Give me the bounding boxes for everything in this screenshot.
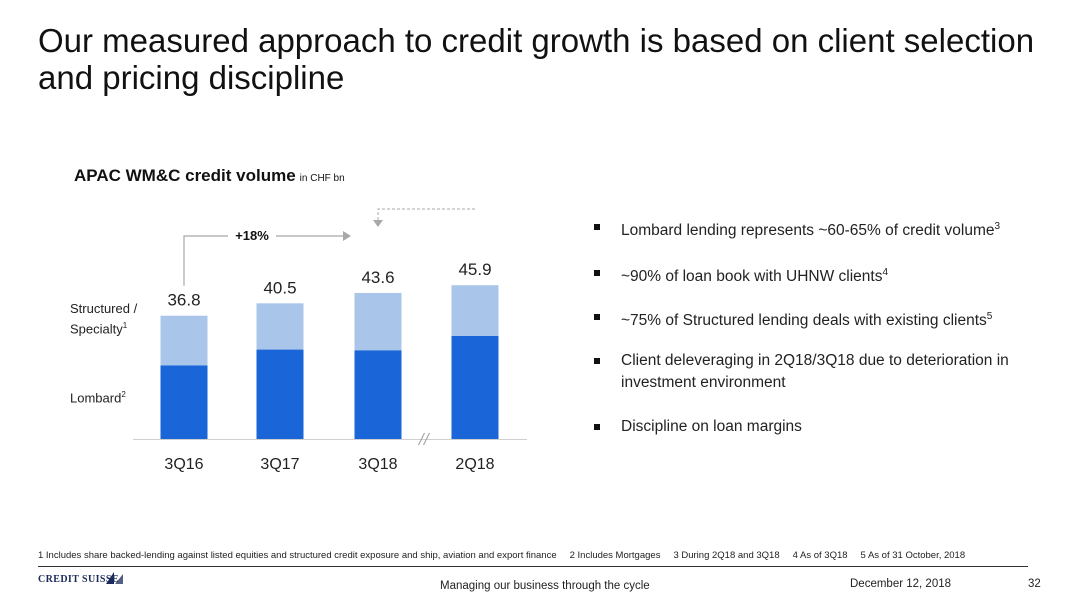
growth-label-bg [228,225,276,245]
series-label-structured-line2: Specialty [70,321,123,337]
bullet-item: Lombard lending represents ~60-65% of cr… [594,216,1061,242]
page-number: 32 [1028,578,1041,590]
bullet-marker [594,224,600,230]
bullet-item: ~90% of loan book with UHNW clients4 [594,262,1061,288]
slide-title: Our measured approach to credit growth i… [38,22,1035,96]
footer-subtitle: Managing our business through the cycle [440,580,650,592]
bar-structured [256,303,304,350]
bullet-item: Discipline on loan margins [594,416,1061,438]
bullet-text: Discipline on loan margins [621,418,802,435]
bar-total-label: 45.9 [458,260,491,279]
bullet-marker [594,358,600,364]
bullet-footnote-ref: 4 [882,267,889,278]
axis-break-mark [423,432,430,446]
bar-total-label: 36.8 [167,291,200,310]
bullet-item: Client deleveraging in 2Q18/3Q18 due to … [594,350,1061,394]
bullet-text: ~90% of loan book with UHNW clients [621,268,883,286]
chart-title: APAC WM&C credit volume in CHF bn [74,166,345,186]
x-tick-label: 2Q18 [455,456,494,473]
bullet-footnote-ref: 5 [986,311,993,322]
dashed-connector-head [373,220,383,227]
growth-arrow-head [343,231,351,241]
x-tick-label: 3Q18 [358,456,397,473]
series-label-structured-line1: Structured / [70,301,138,316]
credit-suisse-logo: CREDIT SUISSE [38,572,123,585]
bar-lombard [354,350,402,439]
bullet-text: ~75% of Structured lending deals with ex… [621,312,987,330]
bar-total-label: 43.6 [361,268,394,287]
bullet-item: ~75% of Structured lending deals with ex… [594,306,1061,332]
bar-structured [451,285,499,336]
footnote: 3 During 2Q18 and 3Q18 [673,550,780,561]
bar-lombard [160,365,208,439]
chart-unit: in CHF bn [299,173,345,184]
bar-lombard [256,349,304,439]
series-label-lombard-text: Lombard [70,390,122,406]
footnote: 4 As of 3Q18 [792,550,848,561]
credit-volume-chart: 36.8 3Q16 40.5 3Q17 43.6 3Q18 45.9 2Q18 +18% [133,208,527,473]
bar-total-label: 40.5 [263,278,296,297]
series-label-structured: Structured / Specialty1 [70,300,137,337]
footnotes: 1 Includes share backed-lending against … [38,550,1028,561]
bullet-text: Lombard lending represents ~60-65% of cr… [621,222,995,240]
bar-lombard [451,335,499,439]
axis-break-mark [418,432,425,446]
series-label-lombard: Lombard2 [70,386,126,406]
dashed-connector [377,208,475,223]
sails-icon [106,572,123,584]
bar-structured [354,292,402,351]
footnote: 1 Includes share backed-lending against … [38,550,557,561]
logo-wordmark: CREDIT SUISSE [38,574,119,585]
growth-label: +18% [235,228,269,243]
x-tick-label: 3Q16 [164,456,203,473]
x-tick-label: 3Q17 [260,456,299,473]
footer-divider [38,566,1028,567]
bar-structured [160,315,208,366]
bullet-text: Client deleveraging in 2Q18/3Q18 due to … [621,352,1009,391]
bullet-marker [594,270,600,276]
chart-title-text: APAC WM&C credit volume [74,166,296,185]
growth-arrow-line [183,235,343,286]
footer-date: December 12, 2018 [850,578,952,590]
bullet-marker [594,424,600,430]
bullet-footnote-ref: 3 [994,221,1001,232]
footnote: 2 Includes Mortgages [569,550,661,561]
series-label-lombard-note: 2 [121,390,126,399]
bullet-marker [594,314,600,320]
footnote: 5 As of 31 October, 2018 [860,550,966,561]
series-label-structured-note: 1 [122,321,128,330]
